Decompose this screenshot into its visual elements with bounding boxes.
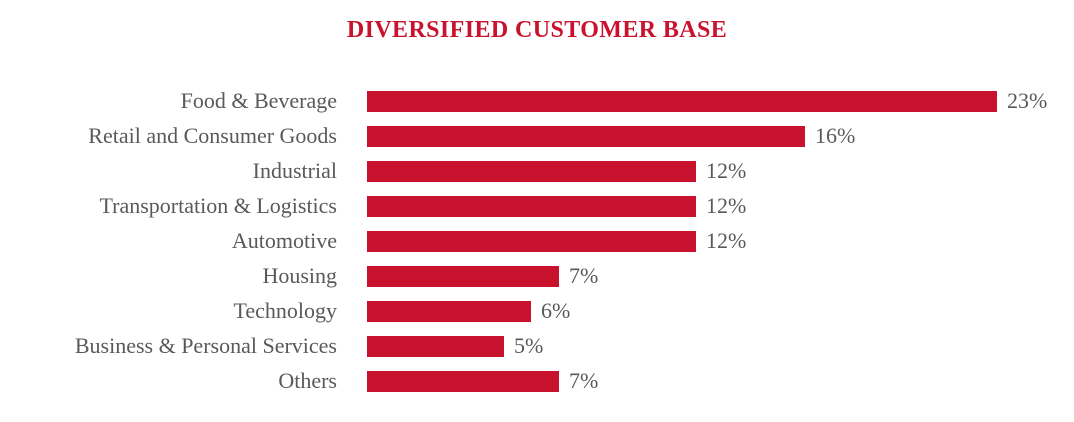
bar <box>367 195 696 217</box>
bar <box>367 230 696 252</box>
bar-chart-plot-area: Food & Beverage 23% Retail and Consumer Go… <box>0 90 1074 392</box>
category-label: Retail and Consumer Goods <box>88 123 337 148</box>
category-label: Technology <box>233 298 337 323</box>
bar <box>367 335 504 357</box>
category-label: Food & Beverage <box>180 88 337 113</box>
value-label: 23% <box>1007 88 1048 113</box>
value-label: 7% <box>569 263 599 288</box>
bar <box>367 90 997 112</box>
chart-row: Retail and Consumer Goods 16% <box>0 125 1074 147</box>
chart-row: Others 7% <box>0 370 1074 392</box>
category-label: Business & Personal Services <box>74 333 337 358</box>
category-label: Others <box>278 368 337 393</box>
bar <box>367 265 559 287</box>
chart-row: Industrial 12% <box>0 160 1074 182</box>
chart-row: Food & Beverage 23% <box>0 90 1074 112</box>
category-label: Housing <box>262 263 337 288</box>
chart-row: Automotive 12% <box>0 230 1074 252</box>
value-label: 12% <box>706 193 747 218</box>
bar <box>367 125 805 147</box>
chart-row: Business & Personal Services 5% <box>0 335 1074 357</box>
bar <box>367 160 696 182</box>
chart-row: Technology 6% <box>0 300 1074 322</box>
value-label: 6% <box>541 298 571 323</box>
value-label: 12% <box>706 228 747 253</box>
chart-row: Transportation & Logistics 12% <box>0 195 1074 217</box>
category-label: Automotive <box>231 228 337 253</box>
value-label: 5% <box>514 333 544 358</box>
category-label: Transportation & Logistics <box>99 193 337 218</box>
chart-row: Housing 7% <box>0 265 1074 287</box>
bar <box>367 300 531 322</box>
chart-title: DIVERSIFIED CUSTOMER BASE <box>346 17 728 43</box>
bar <box>367 370 559 392</box>
value-label: 12% <box>706 158 747 183</box>
category-label: Industrial <box>252 158 337 183</box>
value-label: 7% <box>569 368 599 393</box>
value-label: 16% <box>815 123 856 148</box>
